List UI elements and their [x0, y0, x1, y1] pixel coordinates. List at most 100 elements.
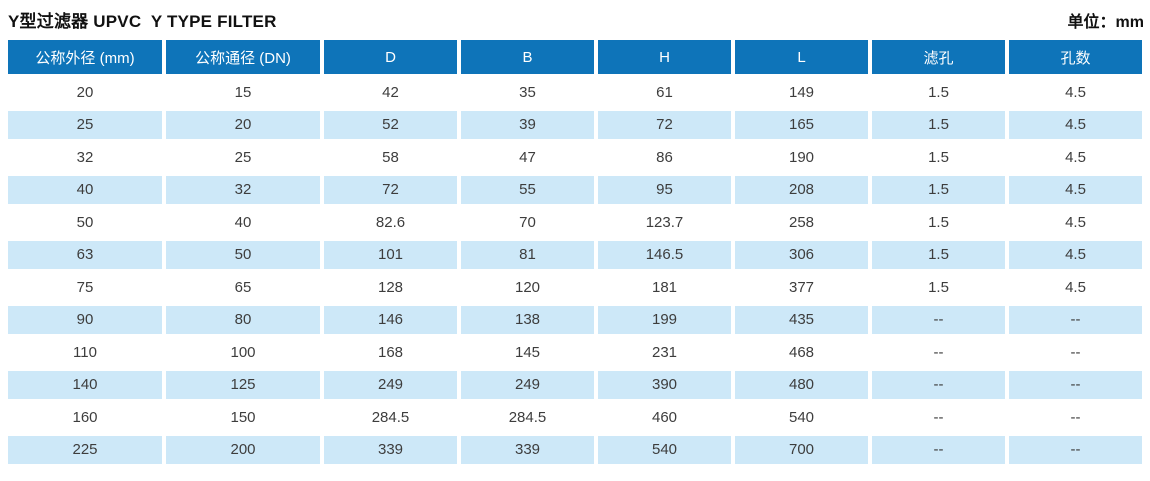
table-cell: 4.5	[1007, 141, 1144, 174]
table-cell: 61	[596, 76, 733, 109]
table-cell: 140	[6, 368, 164, 401]
table-row: 110 100 168 145 231 468 -- --	[6, 336, 1144, 369]
table-cell: 50	[6, 206, 164, 239]
table-cell: 200	[164, 433, 322, 466]
table-cell: --	[870, 368, 1007, 401]
column-header-outer-diameter: 公称外径 (mm)	[6, 38, 164, 76]
table-cell: 4.5	[1007, 271, 1144, 304]
table-cell: 181	[596, 271, 733, 304]
table-cell: 20	[164, 108, 322, 141]
table-row: 20 15 42 35 61 149 1.5 4.5	[6, 76, 1144, 109]
page: Y型过滤器 UPVC Y TYPE FILTER 单位：mm 公称外径 (mm)…	[6, 12, 1144, 466]
table-cell: 258	[733, 206, 870, 239]
table-cell: 95	[596, 173, 733, 206]
table-cell: --	[870, 303, 1007, 336]
table-cell: 145	[459, 336, 596, 369]
table-cell: 101	[322, 238, 459, 271]
column-header-d: D	[322, 38, 459, 76]
table-cell: 80	[164, 303, 322, 336]
table-body: 20 15 42 35 61 149 1.5 4.5 25 20 52 39 72 165 1.5 4.5 32…	[6, 76, 1144, 466]
column-header-l: L	[733, 38, 870, 76]
table-cell: 72	[322, 173, 459, 206]
table-cell: 231	[596, 336, 733, 369]
table-cell: 540	[733, 401, 870, 434]
table-cell: 110	[6, 336, 164, 369]
column-header-h: H	[596, 38, 733, 76]
table-cell: 32	[164, 173, 322, 206]
table-cell: 128	[322, 271, 459, 304]
column-header-nominal-diameter: 公称通径 (DN)	[164, 38, 322, 76]
table-cell: 120	[459, 271, 596, 304]
table-row: 25 20 52 39 72 165 1.5 4.5	[6, 108, 1144, 141]
table-cell: 168	[322, 336, 459, 369]
table-cell: 146	[322, 303, 459, 336]
table-cell: 306	[733, 238, 870, 271]
table-cell: 284.5	[459, 401, 596, 434]
page-title: Y型过滤器 UPVC Y TYPE FILTER	[8, 12, 277, 31]
table-row: 63 50 101 81 146.5 306 1.5 4.5	[6, 238, 1144, 271]
table-cell: 82.6	[322, 206, 459, 239]
table-cell: 4.5	[1007, 173, 1144, 206]
table-cell: 40	[6, 173, 164, 206]
table-cell: 25	[164, 141, 322, 174]
table-cell: 20	[6, 76, 164, 109]
table-cell: 25	[6, 108, 164, 141]
table-cell: 1.5	[870, 173, 1007, 206]
table-cell: 468	[733, 336, 870, 369]
table-cell: --	[870, 433, 1007, 466]
table-cell: 1.5	[870, 238, 1007, 271]
table-cell: 700	[733, 433, 870, 466]
table-row: 32 25 58 47 86 190 1.5 4.5	[6, 141, 1144, 174]
table-cell: 435	[733, 303, 870, 336]
table-cell: 460	[596, 401, 733, 434]
table-row: 225 200 339 339 540 700 -- --	[6, 433, 1144, 466]
table-cell: 40	[164, 206, 322, 239]
table-row: 160 150 284.5 284.5 460 540 -- --	[6, 401, 1144, 434]
table-cell: 249	[459, 368, 596, 401]
table-cell: 138	[459, 303, 596, 336]
table-cell: 100	[164, 336, 322, 369]
unit-label: 单位：mm	[1067, 14, 1144, 31]
table-row: 75 65 128 120 181 377 1.5 4.5	[6, 271, 1144, 304]
table-cell: 58	[322, 141, 459, 174]
spec-table: 公称外径 (mm) 公称通径 (DN) D B H L 滤孔 孔数 20 15 42…	[6, 38, 1144, 466]
table-cell: --	[1007, 368, 1144, 401]
table-cell: 123.7	[596, 206, 733, 239]
table-cell: 390	[596, 368, 733, 401]
table-cell: 50	[164, 238, 322, 271]
table-cell: 480	[733, 368, 870, 401]
table-cell: 86	[596, 141, 733, 174]
table-cell: 339	[459, 433, 596, 466]
table-row: 40 32 72 55 95 208 1.5 4.5	[6, 173, 1144, 206]
table-cell: 42	[322, 76, 459, 109]
table-row: 50 40 82.6 70 123.7 258 1.5 4.5	[6, 206, 1144, 239]
table-cell: 15	[164, 76, 322, 109]
table-cell: --	[1007, 336, 1144, 369]
table-cell: 1.5	[870, 206, 1007, 239]
table-cell: 1.5	[870, 271, 1007, 304]
column-header-b: B	[459, 38, 596, 76]
table-cell: 150	[164, 401, 322, 434]
table-cell: 4.5	[1007, 76, 1144, 109]
table-cell: 149	[733, 76, 870, 109]
table-cell: 35	[459, 76, 596, 109]
table-cell: 47	[459, 141, 596, 174]
table-cell: 377	[733, 271, 870, 304]
table-row: 90 80 146 138 199 435 -- --	[6, 303, 1144, 336]
table-cell: 75	[6, 271, 164, 304]
column-header-filter-hole: 滤孔	[870, 38, 1007, 76]
table-cell: 199	[596, 303, 733, 336]
table-cell: --	[1007, 401, 1144, 434]
table-cell: 4.5	[1007, 206, 1144, 239]
table-cell: 65	[164, 271, 322, 304]
table-cell: 165	[733, 108, 870, 141]
table-header-row: 公称外径 (mm) 公称通径 (DN) D B H L 滤孔 孔数	[6, 38, 1144, 76]
table-cell: 1.5	[870, 141, 1007, 174]
table-cell: 190	[733, 141, 870, 174]
table-cell: 70	[459, 206, 596, 239]
table-cell: 52	[322, 108, 459, 141]
table-cell: 125	[164, 368, 322, 401]
table-cell: 225	[6, 433, 164, 466]
table-cell: 39	[459, 108, 596, 141]
table-cell: 540	[596, 433, 733, 466]
